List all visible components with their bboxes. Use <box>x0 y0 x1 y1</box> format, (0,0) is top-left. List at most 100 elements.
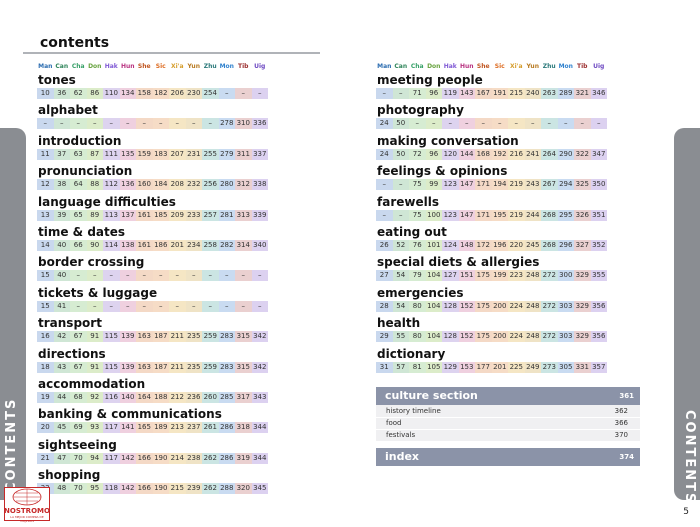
page-cell[interactable]: – <box>376 179 393 191</box>
contents-entry[interactable]: introduction 11 37 63 87 111 135 159 183 207 231 25… <box>37 134 301 164</box>
page-cell[interactable]: 233 <box>185 209 202 221</box>
page-cell[interactable]: 20 <box>37 422 54 434</box>
page-cell[interactable]: 343 <box>251 391 268 403</box>
page-cell[interactable]: 339 <box>251 209 268 221</box>
page-cell[interactable]: 172 <box>475 239 492 251</box>
page-cell[interactable]: 294 <box>557 179 574 191</box>
page-cell[interactable]: 69 <box>70 422 87 434</box>
page-cell[interactable]: 283 <box>218 361 235 373</box>
page-cell[interactable]: 248 <box>524 300 541 312</box>
page-cell[interactable]: 128 <box>442 331 459 343</box>
contents-entry[interactable]: pronunciation 12 38 64 88 112 136 160 184 208 232 2… <box>37 164 301 194</box>
page-cell[interactable]: 19 <box>37 391 54 403</box>
page-cell[interactable]: 356 <box>590 331 607 343</box>
contents-entry[interactable]: directions 18 43 67 91 115 139 163 187 211 235 259 2… <box>37 347 301 377</box>
page-cell[interactable]: 71 <box>409 88 426 99</box>
page-cell[interactable]: 92 <box>86 391 103 403</box>
page-cell[interactable]: 206 <box>169 88 186 99</box>
page-cell[interactable]: 43 <box>53 361 70 373</box>
page-cell[interactable]: 136 <box>119 179 136 191</box>
page-cell[interactable]: – <box>541 118 558 130</box>
contents-entry[interactable]: photography 24 50– – – – – – – – – – – – <box>376 103 640 133</box>
page-cell[interactable]: 344 <box>251 422 268 434</box>
page-cell[interactable]: – <box>425 118 442 130</box>
page-cell[interactable]: 139 <box>119 361 136 373</box>
page-cell[interactable]: 187 <box>152 361 169 373</box>
page-cell[interactable]: 329 <box>574 331 591 343</box>
contents-entry[interactable]: health 29 55 80 104 128 152 175 200 224 248 272 303 3… <box>376 316 640 346</box>
page-cell[interactable]: 118 <box>103 483 120 495</box>
page-cell[interactable]: 117 <box>103 422 120 434</box>
page-cell[interactable]: 161 <box>136 209 153 221</box>
page-cell[interactable]: 91 <box>86 331 103 343</box>
page-cell[interactable]: – <box>119 270 136 282</box>
page-cell[interactable]: 263 <box>541 88 558 99</box>
contents-entry[interactable]: eating out 26 52 76 101 124 148 172 196 220 245 268… <box>376 225 640 255</box>
page-cell[interactable]: 147 <box>458 209 475 221</box>
page-cell[interactable]: 29 <box>376 331 393 343</box>
page-cell[interactable]: 254 <box>202 88 219 99</box>
page-cell[interactable]: 182 <box>152 88 169 99</box>
page-cell[interactable]: 342 <box>251 331 268 343</box>
page-cell[interactable]: 104 <box>425 270 442 282</box>
page-cell[interactable]: 117 <box>103 452 120 464</box>
page-cell[interactable]: 159 <box>136 148 153 160</box>
page-cell[interactable]: 273 <box>541 361 558 373</box>
page-cell[interactable]: – <box>409 118 426 130</box>
page-cell[interactable]: 80 <box>409 331 426 343</box>
page-cell[interactable]: 81 <box>409 361 426 373</box>
page-cell[interactable]: 211 <box>169 361 186 373</box>
page-cell[interactable]: – <box>508 118 525 130</box>
page-cell[interactable]: – <box>169 270 186 282</box>
page-cell[interactable]: 187 <box>152 331 169 343</box>
page-cell[interactable]: 342 <box>251 361 268 373</box>
page-cell[interactable]: – <box>202 118 219 130</box>
page-cell[interactable]: – <box>136 118 153 130</box>
page-cell[interactable]: 320 <box>235 483 252 495</box>
contents-entry[interactable]: tickets & luggage 15 41– – – – – – – – – – – – <box>37 286 301 316</box>
page-cell[interactable]: 40 <box>53 239 70 251</box>
page-cell[interactable]: 315 <box>235 331 252 343</box>
page-cell[interactable]: 220 <box>508 239 525 251</box>
page-cell[interactable]: 67 <box>70 331 87 343</box>
page-cell[interactable]: 48 <box>53 483 70 495</box>
page-cell[interactable]: 86 <box>86 88 103 99</box>
contents-entry[interactable]: transport 16 42 67 91 115 139 163 187 211 235 259 28… <box>37 316 301 346</box>
page-cell[interactable]: – <box>86 300 103 312</box>
page-cell[interactable]: 322 <box>574 148 591 160</box>
page-cell[interactable]: 318 <box>235 422 252 434</box>
page-cell[interactable]: 171 <box>475 209 492 221</box>
page-cell[interactable]: 54 <box>392 270 409 282</box>
page-cell[interactable]: 163 <box>136 331 153 343</box>
page-cell[interactable]: 186 <box>152 239 169 251</box>
page-cell[interactable]: 245 <box>524 239 541 251</box>
page-cell[interactable]: 175 <box>475 331 492 343</box>
contents-entry[interactable]: meeting people – –71 96 119 143 167 191 215 240 26… <box>376 73 640 103</box>
page-cell[interactable]: 10 <box>37 88 54 99</box>
page-cell[interactable]: 281 <box>218 209 235 221</box>
page-cell[interactable]: – <box>53 118 70 130</box>
page-cell[interactable]: 196 <box>491 239 508 251</box>
page-cell[interactable]: 278 <box>218 118 235 130</box>
page-cell[interactable]: 189 <box>152 422 169 434</box>
page-cell[interactable]: 93 <box>86 422 103 434</box>
page-cell[interactable]: 142 <box>119 483 136 495</box>
index-header[interactable]: index 374 <box>376 447 640 466</box>
page-cell[interactable]: 185 <box>152 209 169 221</box>
page-cell[interactable]: – <box>218 270 235 282</box>
page-cell[interactable]: 94 <box>86 452 103 464</box>
page-cell[interactable]: 104 <box>425 331 442 343</box>
page-cell[interactable]: – <box>475 118 492 130</box>
page-cell[interactable]: – <box>376 88 393 99</box>
page-cell[interactable]: – <box>152 270 169 282</box>
page-cell[interactable]: 337 <box>251 148 268 160</box>
page-cell[interactable]: 21 <box>37 452 54 464</box>
page-cell[interactable]: 151 <box>458 270 475 282</box>
contents-entry[interactable]: feelings & opinions – –75 99 123 147 171 194 219… <box>376 164 640 194</box>
page-cell[interactable]: 163 <box>136 361 153 373</box>
page-cell[interactable]: 65 <box>70 209 87 221</box>
page-cell[interactable]: 168 <box>475 148 492 160</box>
page-cell[interactable]: 54 <box>392 300 409 312</box>
page-cell[interactable]: 215 <box>508 88 525 99</box>
contents-entry[interactable]: special diets & allergies 27 54 79 104 127 151… <box>376 255 640 285</box>
